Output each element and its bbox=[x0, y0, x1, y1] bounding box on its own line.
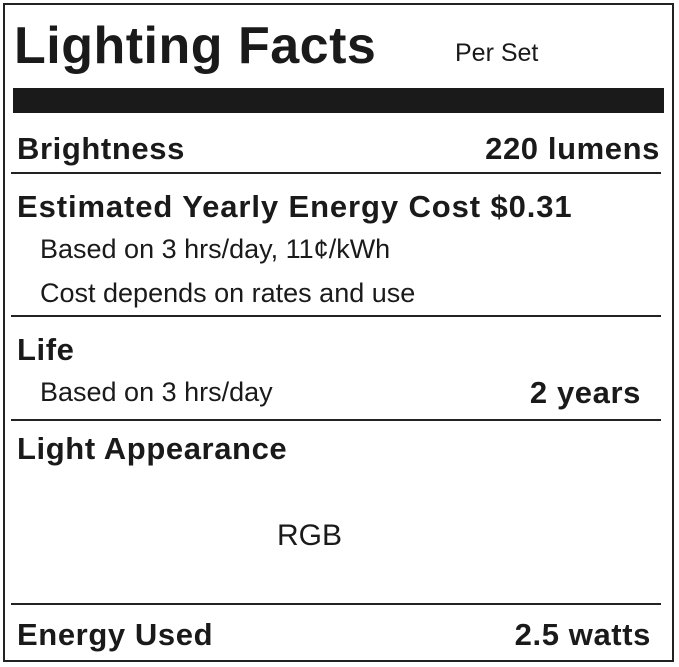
light-appearance-value: RGB bbox=[277, 519, 343, 552]
cost-basis: Based on 3 hrs/day, 11¢/kWh bbox=[40, 234, 391, 264]
cost-note: Cost depends on rates and use bbox=[40, 278, 416, 308]
life-basis: Based on 3 hrs/day bbox=[40, 377, 273, 407]
brightness-value: 220 lumens bbox=[485, 131, 660, 166]
life-label: Life bbox=[17, 332, 75, 367]
yearly-cost-label: Estimated Yearly Energy Cost $0.31 bbox=[17, 189, 573, 224]
energy-used-label: Energy Used bbox=[17, 617, 214, 652]
header-bar bbox=[13, 88, 664, 113]
divider bbox=[11, 315, 661, 317]
energy-used-value: 2.5 watts bbox=[514, 617, 651, 652]
divider bbox=[11, 172, 661, 174]
per-set-label: Per Set bbox=[455, 39, 539, 67]
life-value: 2 years bbox=[529, 375, 641, 410]
label-frame bbox=[3, 3, 674, 662]
divider bbox=[11, 603, 661, 605]
label-title: Lighting Facts bbox=[14, 17, 377, 75]
light-appearance-label: Light Appearance bbox=[17, 431, 288, 466]
brightness-label: Brightness bbox=[17, 131, 185, 166]
divider bbox=[11, 419, 661, 421]
